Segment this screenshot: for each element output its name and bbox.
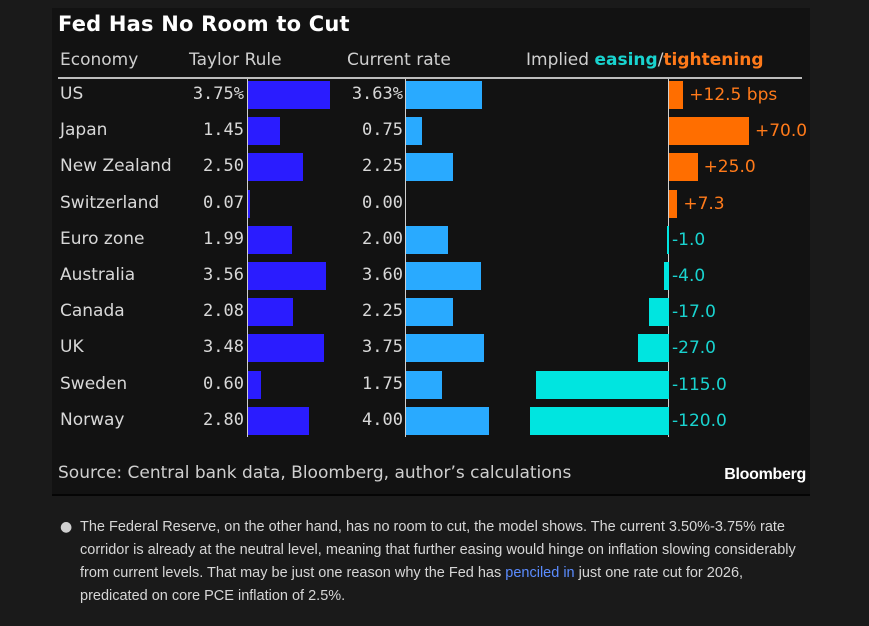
legend-tightening: tightening [663, 50, 764, 70]
easing-value-label: -120.0 [672, 410, 727, 431]
easing-value-label: -17.0 [672, 302, 716, 323]
current-value-label: 2.00 [362, 228, 403, 249]
easing-bar [530, 406, 669, 435]
row-label-economy: Euro zone [60, 228, 145, 249]
taylor-axis [247, 79, 248, 437]
easing-value-label: -115.0 [672, 374, 727, 395]
row-label-economy: New Zealand [60, 156, 172, 177]
implied-prefix: Implied [526, 50, 595, 70]
current-value-label: 3.60 [362, 265, 403, 285]
easing-bar [664, 262, 669, 290]
taylor-bar [248, 117, 280, 146]
row-label-economy: Australia [60, 265, 136, 285]
column-header-taylor-rule: Taylor Rule [189, 50, 282, 70]
tightening-value-label: +12.5 bps [689, 85, 778, 105]
taylor-value-label: 2.50 [203, 156, 244, 177]
column-header-current-rate: Current rate [347, 50, 451, 70]
row-label-economy: Switzerland [60, 192, 160, 213]
taylor-value-label: 3.75% [192, 84, 244, 104]
current-value-label: 3.63% [351, 84, 403, 104]
taylor-bar [248, 189, 250, 218]
row-label-economy: Sweden [60, 373, 128, 394]
article-paragraph: The Federal Reserve, on the other hand, … [80, 516, 810, 608]
column-header-economy: Economy [60, 50, 139, 70]
current-rate-bar [406, 406, 490, 435]
tightening-value-label: +25.0 [703, 157, 756, 178]
taylor-bar [248, 81, 330, 109]
current-rate-bar [406, 298, 453, 327]
row-label-economy: Canada [60, 301, 125, 322]
legend-slash: / [657, 50, 664, 70]
taylor-value-label: 1.99 [203, 228, 244, 249]
paragraph-text-2: just one rate cut for 2026, predicated o… [80, 565, 744, 604]
tightening-bar [669, 189, 678, 218]
current-axis [405, 79, 406, 437]
row-label-economy: Norway [60, 409, 125, 430]
current-rate-bar [406, 262, 481, 290]
easing-bar [637, 334, 669, 363]
taylor-value-label: 1.45 [203, 120, 244, 141]
taylor-bar [248, 370, 262, 399]
current-value-label: 4.00 [362, 409, 403, 430]
easing-bar [535, 370, 669, 399]
current-rate-bar [406, 81, 482, 109]
current-rate-bar [406, 117, 422, 146]
taylor-value-label: 3.48 [203, 337, 244, 358]
easing-value-label: -4.0 [672, 266, 706, 286]
taylor-value-label: 3.56 [203, 265, 244, 285]
row-label-economy: US [60, 84, 84, 104]
taylor-bar [248, 153, 303, 182]
current-value-label: 2.25 [362, 156, 403, 177]
taylor-value-label: 2.80 [203, 409, 244, 430]
bloomberg-logo: Bloomberg [724, 466, 806, 483]
taylor-bar [248, 334, 325, 363]
chart-card: Fed Has No Room to Cut Economy Taylor Ru… [52, 8, 810, 494]
easing-bar [667, 225, 669, 254]
current-rate-bar [406, 225, 448, 254]
current-rate-bar [406, 370, 443, 399]
tightening-bar [669, 153, 698, 182]
current-value-label: 0.00 [362, 192, 403, 213]
tightening-value-label: +70.0 [755, 121, 808, 142]
taylor-bar [248, 225, 292, 254]
source-note: Source: Central bank data, Bloomberg, au… [58, 463, 572, 483]
current-value-label: 3.75 [362, 337, 403, 358]
bullet-dot-icon: ● [60, 519, 73, 535]
taylor-bar [248, 406, 310, 435]
chart-title: Fed Has No Room to Cut [58, 12, 350, 36]
penciled-in-link[interactable]: penciled in [505, 565, 575, 581]
column-header-implied: Implied easing/tightening [526, 50, 764, 70]
current-rate-bar [406, 334, 484, 363]
easing-value-label: -27.0 [672, 338, 716, 359]
legend-easing: easing [594, 50, 658, 70]
taylor-value-label: 0.07 [203, 192, 244, 213]
header-rule [58, 77, 802, 79]
current-value-label: 1.75 [362, 373, 403, 394]
tightening-bar [669, 117, 749, 146]
taylor-bar [248, 262, 326, 290]
tightening-bar [669, 81, 684, 109]
taylor-bar [248, 298, 294, 327]
tightening-value-label: +7.3 [683, 193, 725, 214]
row-label-economy: Japan [60, 120, 108, 141]
paragraph-text-1: The Federal Reserve, on the other hand, … [80, 519, 796, 581]
taylor-value-label: 2.08 [203, 301, 244, 322]
taylor-value-label: 0.60 [203, 373, 244, 394]
easing-bar [649, 298, 669, 327]
easing-value-label: -1.0 [672, 229, 706, 250]
implied-axis [668, 79, 669, 437]
row-label-economy: UK [60, 337, 84, 358]
current-value-label: 0.75 [362, 120, 403, 141]
current-rate-bar [406, 153, 453, 182]
current-value-label: 2.25 [362, 301, 403, 322]
